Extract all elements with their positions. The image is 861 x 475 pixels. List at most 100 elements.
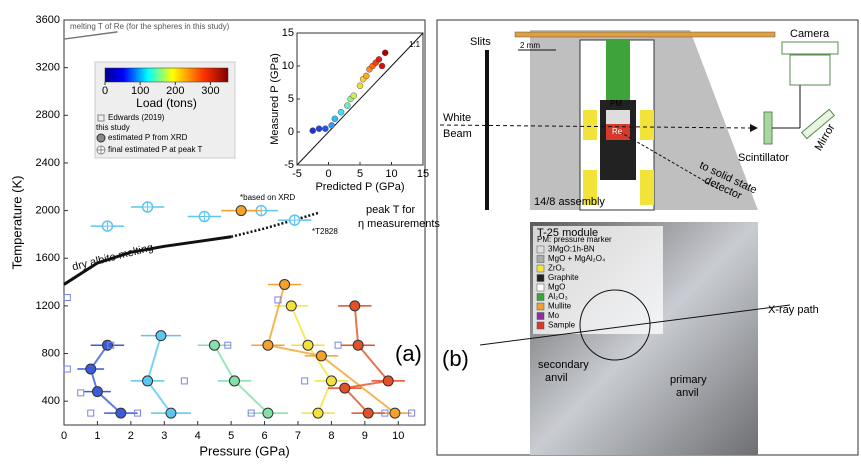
- circle: [579, 289, 651, 361]
- point: [63, 294, 71, 302]
- x-tick-label: 9: [362, 430, 368, 442]
- y-tick-label: 800: [42, 347, 60, 359]
- material-label: MgO: [548, 283, 565, 292]
- zro2: [640, 110, 654, 140]
- swatch: [536, 293, 545, 301]
- point: [315, 125, 323, 132]
- curve: [230, 211, 319, 239]
- colorbar-label: Load (tons): [136, 96, 197, 110]
- x-tick-label: 8: [328, 430, 334, 442]
- point: [180, 377, 188, 385]
- trend: [342, 305, 391, 414]
- x-axis-label: Predicted P (GPa): [315, 181, 404, 193]
- point-cross: [142, 202, 153, 213]
- y-tick-label: 0: [288, 126, 294, 138]
- point: [115, 407, 127, 419]
- line-label: melting T of Re (for the spheres in this…: [70, 22, 230, 31]
- label: White: [443, 112, 471, 124]
- point: [408, 409, 416, 417]
- y-tick-label: 2800: [36, 109, 60, 121]
- material-label: Mullite: [548, 302, 572, 311]
- beam: [439, 124, 751, 129]
- point: [334, 341, 342, 349]
- point: [315, 350, 327, 362]
- point: [165, 407, 177, 419]
- trend: [213, 344, 269, 414]
- point: [389, 407, 401, 419]
- y-tick-label: 2000: [36, 204, 60, 216]
- material-label: MgO + MgAl₂O₄: [548, 254, 605, 263]
- legend-label: estimated P from XRD: [108, 133, 188, 142]
- point: [228, 375, 240, 387]
- colorbar-tick-label: 300: [201, 85, 219, 97]
- x-tick-label: 0: [61, 430, 67, 442]
- zro2: [640, 170, 654, 205]
- point: [352, 339, 364, 351]
- point: [301, 377, 309, 385]
- point: [322, 125, 329, 132]
- y-axis-label: Measured P (GPa): [269, 53, 281, 145]
- point-cross: [199, 211, 210, 222]
- colorbar: [104, 67, 229, 83]
- y-tick-label: 1200: [36, 300, 60, 312]
- zro2: [583, 170, 597, 205]
- x-tick-label: 5: [228, 430, 234, 442]
- material-label: Mo: [548, 311, 560, 320]
- x-tick-label: 0: [325, 168, 331, 180]
- point: [235, 205, 247, 217]
- point: [382, 49, 389, 56]
- material-label: ZrO₂: [548, 264, 565, 273]
- x-tick-label: 7: [295, 430, 301, 442]
- one-to-one: [296, 32, 424, 166]
- label: Beam: [443, 128, 472, 140]
- point: [224, 341, 232, 349]
- trend: [89, 344, 122, 414]
- point: [312, 407, 324, 419]
- point: [262, 407, 274, 419]
- trend: [290, 305, 333, 414]
- label: primary: [670, 374, 707, 386]
- label: Scintillator: [738, 152, 789, 164]
- xray-path: [479, 304, 791, 346]
- y-tick-label: 3200: [36, 62, 60, 74]
- point: [344, 102, 351, 109]
- pm-box: [606, 110, 630, 124]
- arrow: [750, 124, 758, 132]
- material-label: 3MgO:1h-BN: [548, 245, 595, 254]
- zro2: [583, 110, 597, 140]
- point: [356, 82, 364, 90]
- camera-lens: [781, 41, 839, 55]
- swatch: [536, 302, 545, 311]
- point: [363, 72, 370, 80]
- point: [375, 56, 383, 63]
- y-tick-label: 1600: [36, 252, 60, 264]
- swatch: [536, 264, 545, 273]
- x-tick-label: 5: [357, 168, 363, 180]
- point: [331, 115, 338, 123]
- label: anvil: [545, 372, 568, 384]
- x-tick-label: -5: [292, 168, 302, 180]
- point: [325, 375, 337, 387]
- diffracted: [619, 131, 721, 191]
- colorbar-tick-label: 0: [102, 85, 108, 97]
- point: [77, 389, 85, 397]
- x-tick-label: 10: [392, 430, 404, 442]
- y-axis-label: Temperature (K): [9, 176, 24, 270]
- colorbar-tick-label: 200: [166, 85, 184, 97]
- label: Re: [612, 127, 623, 136]
- legend-label: this study: [96, 123, 130, 132]
- point: [107, 341, 115, 349]
- sample: [606, 124, 630, 140]
- material-label: Al₂O₃: [548, 292, 568, 301]
- point: [382, 375, 394, 387]
- point: [337, 108, 345, 116]
- camera: [789, 54, 831, 86]
- x-tick-label: 2: [128, 430, 134, 442]
- legend-label: final estimated P at peak T: [108, 145, 203, 154]
- label: 2 mm: [520, 41, 540, 50]
- point: [378, 62, 386, 70]
- x-tick-label: 3: [161, 430, 167, 442]
- point: [309, 127, 316, 134]
- label: 14/8 assembly: [534, 196, 605, 208]
